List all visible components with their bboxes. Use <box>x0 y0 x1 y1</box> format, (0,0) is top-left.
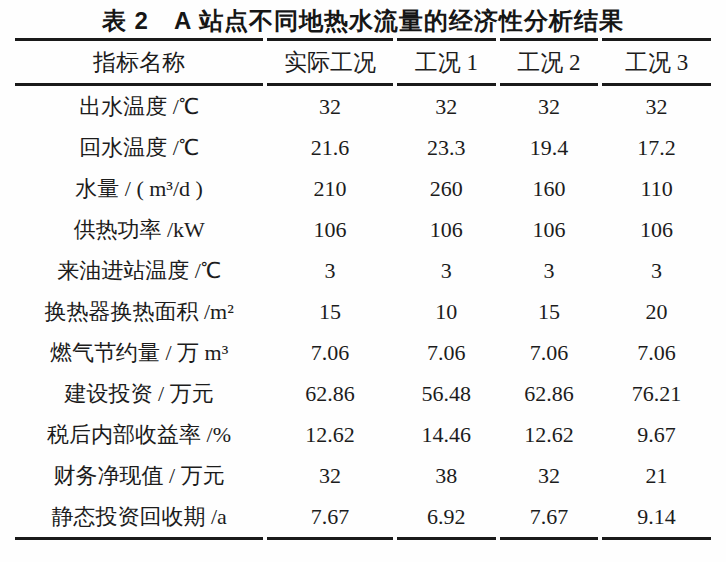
cell-value: 21 <box>602 455 711 496</box>
row-label: 出水温度 /℃ <box>15 86 263 127</box>
cell-value: 106 <box>602 209 711 250</box>
table-row: 出水温度 /℃ 32 32 32 32 <box>15 86 711 127</box>
cell-value: 7.06 <box>397 332 496 373</box>
cell-value: 7.06 <box>267 332 393 373</box>
table-row: 税后内部收益率 /% 12.62 14.46 12.62 9.67 <box>15 414 711 455</box>
row-label: 燃气节约量 / 万 m³ <box>15 332 263 373</box>
cell-value: 20 <box>602 291 711 332</box>
table-row: 建设投资 / 万元 62.86 56.48 62.86 76.21 <box>15 373 711 414</box>
cell-value: 15 <box>500 291 599 332</box>
cell-value: 3 <box>267 250 393 291</box>
cell-value: 19.4 <box>500 127 599 168</box>
cell-value: 106 <box>397 209 496 250</box>
cell-value: 62.86 <box>500 373 599 414</box>
cell-value: 15 <box>267 291 393 332</box>
cell-value: 7.67 <box>267 496 393 540</box>
cell-value: 7.67 <box>500 496 599 540</box>
table-row: 财务净现值 / 万元 32 38 32 21 <box>15 455 711 496</box>
column-header-indicator: 指标名称 <box>15 38 263 86</box>
column-header-case1: 工况 1 <box>397 38 496 86</box>
cell-value: 9.67 <box>602 414 711 455</box>
cell-value: 10 <box>397 291 496 332</box>
row-label: 来油进站温度 /℃ <box>15 250 263 291</box>
column-header-case3: 工况 3 <box>602 38 711 86</box>
table-row: 来油进站温度 /℃ 3 3 3 3 <box>15 250 711 291</box>
row-label: 换热器换热面积 /m² <box>15 291 263 332</box>
cell-value: 106 <box>267 209 393 250</box>
cell-value: 14.46 <box>397 414 496 455</box>
cell-value: 7.06 <box>602 332 711 373</box>
cell-value: 106 <box>500 209 599 250</box>
column-header-actual: 实际工况 <box>267 38 393 86</box>
economic-analysis-table: 指标名称 实际工况 工况 1 工况 2 工况 3 出水温度 /℃ 32 32 3… <box>11 38 715 540</box>
cell-value: 21.6 <box>267 127 393 168</box>
cell-value: 32 <box>602 86 711 127</box>
table-row: 换热器换热面积 /m² 15 10 15 20 <box>15 291 711 332</box>
row-label: 供热功率 /kW <box>15 209 263 250</box>
table-header-row: 指标名称 实际工况 工况 1 工况 2 工况 3 <box>15 38 711 86</box>
table-row: 静态投资回收期 /a 7.67 6.92 7.67 9.14 <box>15 496 711 540</box>
table-row: 水量 / ( m³/d ) 210 260 160 110 <box>15 168 711 209</box>
cell-value: 32 <box>397 86 496 127</box>
cell-value: 32 <box>500 455 599 496</box>
cell-value: 56.48 <box>397 373 496 414</box>
cell-value: 12.62 <box>267 414 393 455</box>
cell-value: 76.21 <box>602 373 711 414</box>
table-caption: 表 2 A 站点不同地热水流量的经济性分析结果 <box>0 5 726 37</box>
table-row: 回水温度 /℃ 21.6 23.3 19.4 17.2 <box>15 127 711 168</box>
cell-value: 160 <box>500 168 599 209</box>
cell-value: 3 <box>500 250 599 291</box>
cell-value: 260 <box>397 168 496 209</box>
row-label: 财务净现值 / 万元 <box>15 455 263 496</box>
row-label: 税后内部收益率 /% <box>15 414 263 455</box>
cell-value: 210 <box>267 168 393 209</box>
column-header-case2: 工况 2 <box>500 38 599 86</box>
row-label: 静态投资回收期 /a <box>15 496 263 540</box>
cell-value: 32 <box>500 86 599 127</box>
cell-value: 110 <box>602 168 711 209</box>
row-label: 水量 / ( m³/d ) <box>15 168 263 209</box>
row-label: 回水温度 /℃ <box>15 127 263 168</box>
cell-value: 9.14 <box>602 496 711 540</box>
cell-value: 6.92 <box>397 496 496 540</box>
cell-value: 12.62 <box>500 414 599 455</box>
cell-value: 62.86 <box>267 373 393 414</box>
cell-value: 17.2 <box>602 127 711 168</box>
row-label: 建设投资 / 万元 <box>15 373 263 414</box>
cell-value: 23.3 <box>397 127 496 168</box>
table-row: 供热功率 /kW 106 106 106 106 <box>15 209 711 250</box>
cell-value: 3 <box>602 250 711 291</box>
paper-table-page: 表 2 A 站点不同地热水流量的经济性分析结果 指标名称 实际工况 工况 1 工… <box>0 0 726 562</box>
cell-value: 32 <box>267 455 393 496</box>
cell-value: 3 <box>397 250 496 291</box>
cell-value: 32 <box>267 86 393 127</box>
cell-value: 38 <box>397 455 496 496</box>
table-row: 燃气节约量 / 万 m³ 7.06 7.06 7.06 7.06 <box>15 332 711 373</box>
cell-value: 7.06 <box>500 332 599 373</box>
